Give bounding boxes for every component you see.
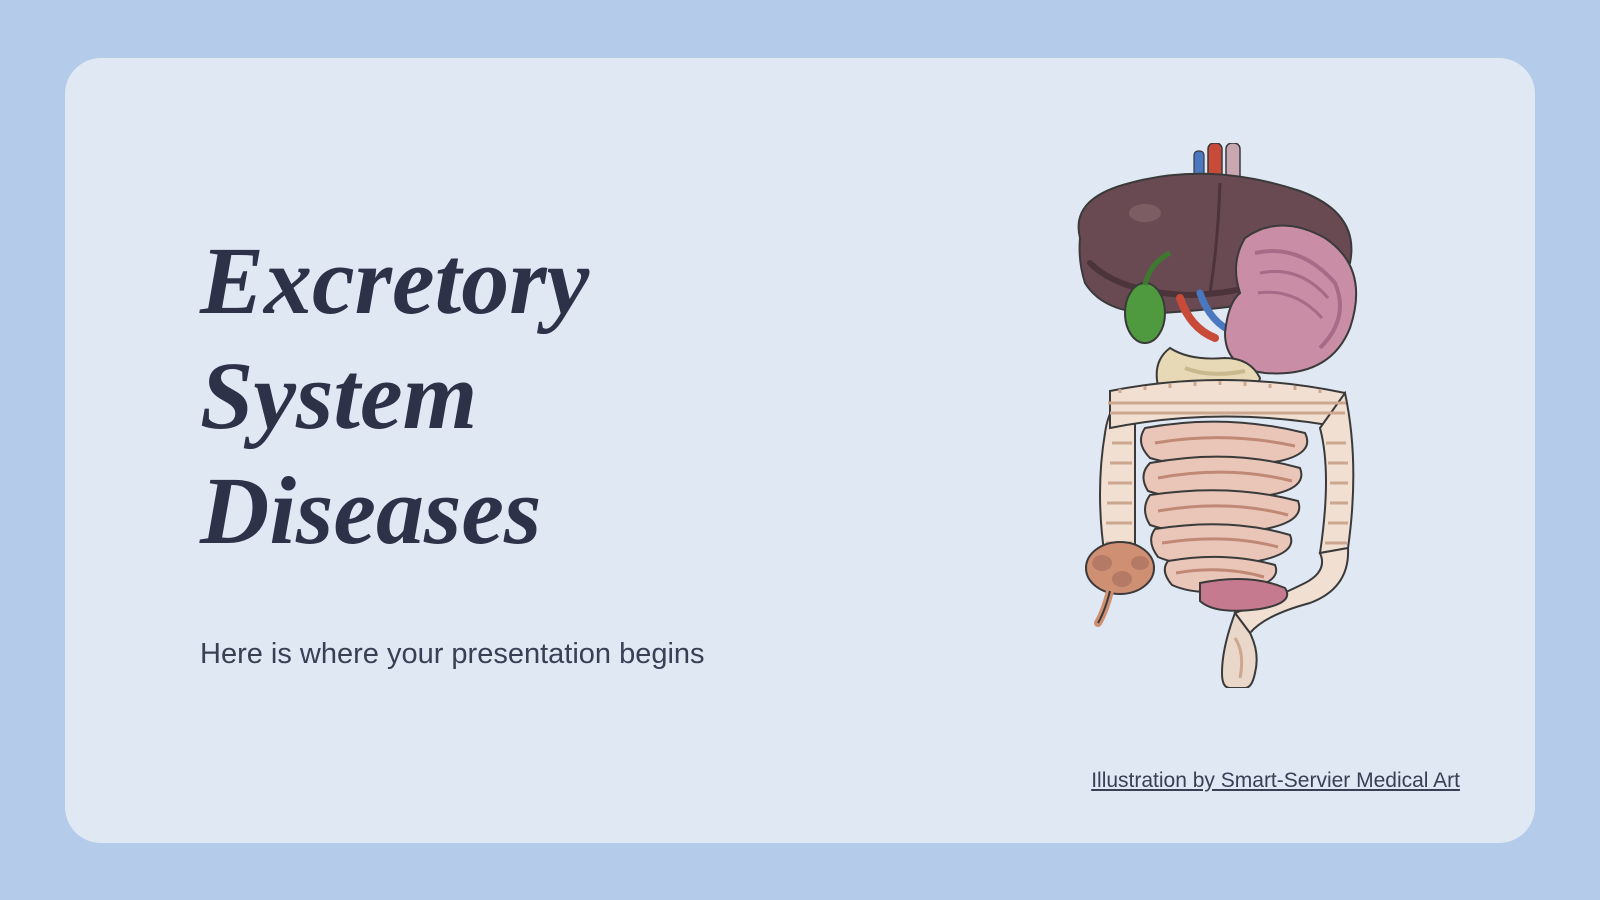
slide-card: Excretory System Diseases Here is where … xyxy=(65,58,1535,843)
digestive-system-icon xyxy=(1050,143,1400,688)
title-line-2: System xyxy=(200,342,477,449)
slide-title: Excretory System Diseases xyxy=(200,223,820,569)
text-block: Excretory System Diseases Here is where … xyxy=(200,223,820,672)
title-line-3: Diseases xyxy=(200,457,541,564)
illustration-credit-link[interactable]: Illustration by Smart-Servier Medical Ar… xyxy=(1091,769,1460,793)
title-line-1: Excretory xyxy=(200,227,589,334)
slide-subtitle: Here is where your presentation begins xyxy=(200,638,820,671)
